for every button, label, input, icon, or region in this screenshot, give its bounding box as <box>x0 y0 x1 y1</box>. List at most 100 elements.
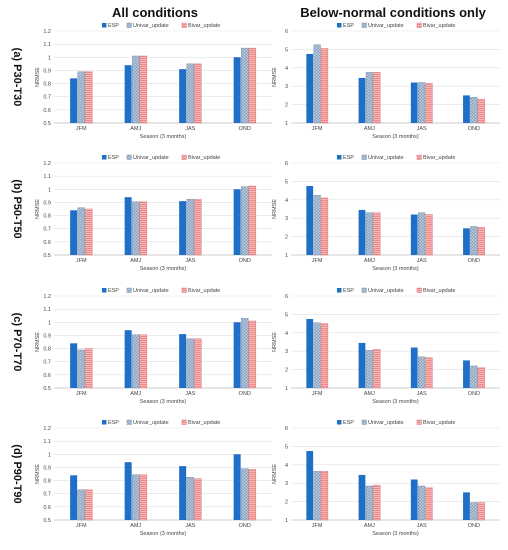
y-tick-label: 0.8 <box>43 347 51 353</box>
legend-label: Bivar_update <box>188 288 220 294</box>
x-tick-label: OND <box>239 391 251 397</box>
chart-grid: 0.5 0.6 0.7 0.8 0.9 1 1.1 1.2 NRMSE Season (3 mon… <box>35 22 500 537</box>
bar-univar-update <box>132 201 140 256</box>
bar-univar-update <box>77 489 85 521</box>
y-tick-label: 0.9 <box>43 68 51 74</box>
bar-univar-update <box>365 485 373 521</box>
bar-univar-update <box>77 349 85 389</box>
bar-bivar-update <box>139 334 148 389</box>
chart-panel: 0.5 0.6 0.7 0.8 0.9 1 1.1 1.2 NRMSE Season (3 mon… <box>35 287 272 405</box>
legend-label: ESP <box>343 155 354 161</box>
y-tick-label: 0.5 <box>43 121 51 127</box>
legend-label: ESP <box>108 420 119 426</box>
x-axis-label: Season (3 months) <box>140 531 187 537</box>
bar-bivar-update <box>477 367 485 389</box>
legend-swatch <box>416 154 422 160</box>
legend-swatch <box>416 287 422 293</box>
bar-univar-update <box>365 72 373 124</box>
legend-label: Univar_update <box>133 420 169 426</box>
bar-univar-update <box>132 334 140 389</box>
y-tick-label: 0.5 <box>43 253 51 259</box>
bar-bivar-update <box>194 478 202 521</box>
y-tick-label: 3 <box>285 216 288 222</box>
chart-panel: 0.5 0.6 0.7 0.8 0.9 1 1.1 1.2 NRMSE Season (3 mon… <box>35 154 272 272</box>
bar-esp <box>124 197 132 255</box>
x-axis-label: Season (3 months) <box>372 531 419 537</box>
y-tick-label: 0.7 <box>43 360 51 366</box>
x-tick-label: JFM <box>312 126 323 132</box>
legend-label: ESP <box>343 23 354 29</box>
y-tick-label: 0.7 <box>43 492 51 498</box>
legend-swatch <box>181 22 187 28</box>
bar-bivar-update <box>194 198 202 256</box>
x-tick-label: AMJ <box>364 523 375 529</box>
x-tick-label: JAS <box>417 523 427 529</box>
x-tick-label: JAS <box>417 391 427 397</box>
x-tick-label: JFM <box>76 258 87 264</box>
bar-univar-update <box>365 350 373 389</box>
legend-swatch <box>126 287 132 293</box>
y-tick-label: 0.5 <box>43 386 51 392</box>
bar-esp <box>410 479 418 520</box>
y-tick-label: 1 <box>48 187 51 193</box>
x-tick-label: OND <box>468 258 480 264</box>
bar-univar-update <box>470 502 478 521</box>
x-tick-label: AMJ <box>130 523 141 529</box>
legend-swatch <box>416 22 422 28</box>
bar-esp <box>179 69 187 123</box>
legend-swatch <box>101 155 107 160</box>
bar-bivar-update <box>85 348 93 389</box>
x-tick-label: JFM <box>76 523 87 529</box>
x-tick-label: JFM <box>76 391 87 397</box>
bar-esp <box>463 228 470 255</box>
legend-label: Bivar_update <box>188 155 220 161</box>
legend-label: Bivar_update <box>188 420 220 426</box>
legend-label: ESP <box>108 155 119 161</box>
legend-swatch <box>181 154 187 160</box>
legend-label: Univar_update <box>368 23 404 29</box>
bar-univar-update <box>313 322 321 389</box>
chart-panel: 0.5 0.6 0.7 0.8 0.9 1 1.1 1.2 NRMSE Season (3 mon… <box>35 419 272 537</box>
y-tick-label: 0.6 <box>43 108 51 114</box>
legend-label: Univar_update <box>133 155 169 161</box>
bar-bivar-update <box>320 48 329 124</box>
y-tick-label: 0.7 <box>43 95 51 101</box>
chart-panel: 0.5 0.6 0.7 0.8 0.9 1 1.1 1.2 NRMSE Season (3 mon… <box>35 22 272 140</box>
bar-esp <box>233 189 241 255</box>
y-tick-label: 0.9 <box>43 200 51 206</box>
y-tick-label: 0.8 <box>43 214 51 220</box>
y-axis-label: NRMSE <box>35 67 41 87</box>
legend-label: ESP <box>343 420 354 426</box>
bar-bivar-update <box>248 469 257 521</box>
legend-swatch <box>101 23 107 28</box>
y-tick-label: 1 <box>48 320 51 326</box>
bar-esp <box>306 319 314 388</box>
x-axis-label: Season (3 months) <box>140 399 187 405</box>
bar-bivar-update <box>373 212 381 256</box>
bar-esp <box>306 186 314 255</box>
bar-esp <box>179 334 187 388</box>
x-tick-label: OND <box>468 391 480 397</box>
bar-bivar-update <box>85 71 93 124</box>
x-tick-label: JFM <box>76 126 87 132</box>
y-tick-label: 1.1 <box>43 439 51 445</box>
bar-bivar-update <box>85 489 93 521</box>
y-tick-label: 0.8 <box>43 479 51 485</box>
bar-univar-update <box>418 356 426 389</box>
y-tick-label: 1.2 <box>43 29 51 35</box>
row-label: (c) P70-T70 <box>11 313 23 372</box>
bar-univar-update <box>313 194 321 256</box>
y-axis-label: NRMSE <box>272 199 278 219</box>
bar-univar-update <box>365 212 373 256</box>
bar-bivar-update <box>425 214 433 256</box>
y-tick-label: 1.2 <box>43 161 51 167</box>
legend-swatch <box>361 154 367 160</box>
bar-bivar-update <box>477 502 485 521</box>
y-tick-label: 1.2 <box>43 426 51 432</box>
legend-label: Univar_update <box>368 288 404 294</box>
bar-univar-update <box>470 226 478 256</box>
bar-bivar-update <box>320 323 329 389</box>
bar-esp <box>410 347 418 388</box>
bar-esp <box>463 95 470 123</box>
